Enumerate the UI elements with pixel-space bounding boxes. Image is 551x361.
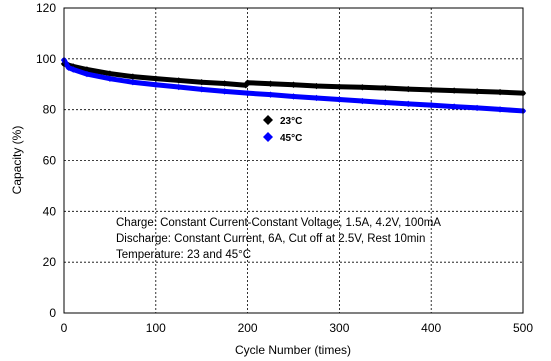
data-point-45c bbox=[83, 70, 91, 78]
data-point-23c bbox=[152, 75, 159, 82]
data-point-23c bbox=[428, 86, 435, 94]
annotation-discharge: Discharge: Constant Current, 6A, Cut off… bbox=[116, 233, 425, 245]
series-line-23c bbox=[61, 61, 526, 96]
data-point-45c bbox=[175, 83, 182, 91]
legend: 23°C 45°C bbox=[263, 115, 302, 144]
x-tick-label: 100 bbox=[146, 321, 166, 335]
data-point-23c bbox=[359, 84, 366, 91]
data-point-23c bbox=[382, 84, 389, 92]
tick-labels: 0 100 200 300 400 500 0 20 40 60 80 100 120 bbox=[36, 1, 533, 335]
data-point-45c bbox=[313, 94, 320, 102]
y-tick-label: 120 bbox=[36, 1, 56, 15]
data-point-45c bbox=[244, 89, 251, 97]
grid-lines bbox=[64, 8, 523, 313]
x-tick-label: 300 bbox=[329, 321, 349, 335]
y-axis-label: Capacity (%) bbox=[10, 126, 24, 195]
y-tick-label: 80 bbox=[43, 103, 57, 117]
y-tick-label: 100 bbox=[36, 52, 56, 66]
data-point-23c bbox=[198, 79, 205, 86]
annotation-charge: Charge: Constant Current-Constant Voltag… bbox=[116, 217, 441, 229]
x-tick-label: 0 bbox=[61, 321, 68, 335]
data-point-45c bbox=[496, 106, 504, 113]
data-point-23c bbox=[175, 77, 182, 84]
data-point-45c bbox=[129, 79, 137, 86]
data-point-23c bbox=[267, 80, 274, 87]
data-point-45c bbox=[382, 99, 389, 106]
y-tick-label: 40 bbox=[43, 204, 57, 218]
y-tick-label: 60 bbox=[43, 154, 57, 168]
data-point-23c bbox=[496, 88, 504, 96]
data-point-23c bbox=[244, 79, 251, 86]
data-point-23c bbox=[313, 82, 320, 90]
data-point-23c bbox=[242, 82, 249, 89]
data-point-45c bbox=[450, 103, 458, 110]
legend-marker-45c bbox=[263, 132, 273, 142]
data-point-23c bbox=[221, 80, 228, 87]
data-point-45c bbox=[221, 88, 228, 95]
data-point-45c bbox=[106, 75, 114, 82]
data-point-45c bbox=[290, 93, 297, 100]
data-point-45c bbox=[198, 86, 205, 93]
data-point-23c bbox=[405, 85, 412, 93]
data-point-45c bbox=[428, 101, 435, 109]
legend-label-45c: 45°C bbox=[280, 133, 302, 144]
data-point-45c bbox=[152, 81, 159, 88]
legend-marker-23c bbox=[263, 115, 273, 125]
data-point-23c bbox=[129, 73, 137, 80]
x-tick-label: 200 bbox=[238, 321, 258, 335]
data-point-23c bbox=[450, 87, 458, 94]
data-point-45c bbox=[267, 91, 274, 98]
data-point-45c bbox=[473, 104, 481, 112]
y-tick-label: 0 bbox=[49, 306, 56, 320]
y-tick-label: 20 bbox=[43, 255, 57, 269]
data-point-23c bbox=[290, 81, 297, 88]
x-tick-label: 400 bbox=[421, 321, 441, 335]
annotation-temperature: Temperature: 23 and 45°C bbox=[116, 249, 251, 261]
plot-frame bbox=[63, 7, 524, 314]
data-point-23c bbox=[106, 70, 114, 77]
data-point-23c bbox=[473, 88, 481, 95]
legend-label-23c: 23°C bbox=[280, 116, 302, 127]
data-point-23c bbox=[336, 83, 343, 90]
data-point-45c bbox=[405, 100, 412, 108]
series-layer bbox=[60, 56, 527, 115]
x-axis-label: Cycle Number (times) bbox=[235, 343, 351, 357]
data-point-45c bbox=[359, 97, 366, 105]
x-tick-label: 500 bbox=[513, 321, 533, 335]
data-point-45c bbox=[69, 66, 77, 73]
conditions-annotation: Charge: Constant Current-Constant Voltag… bbox=[116, 217, 441, 261]
data-point-45c bbox=[336, 96, 343, 103]
